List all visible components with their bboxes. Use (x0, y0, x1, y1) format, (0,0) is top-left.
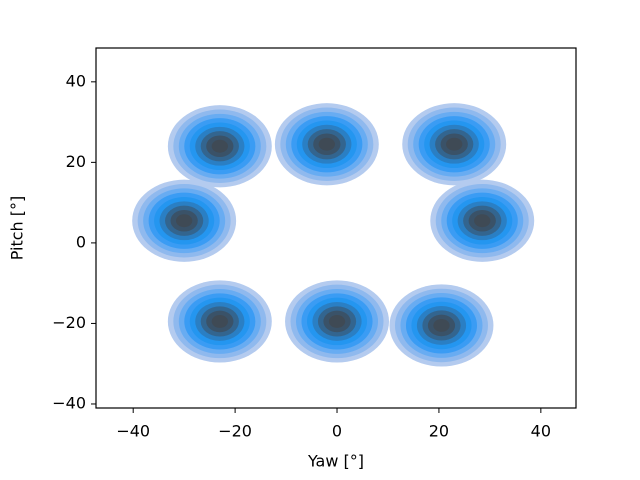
x-tick-label: 20 (429, 422, 449, 441)
y-tick-label: 0 (76, 232, 86, 251)
density-level (433, 319, 450, 332)
y-tick-label: 20 (66, 152, 86, 171)
x-tick-label: 0 (332, 422, 342, 441)
density (132, 103, 535, 367)
density-level (318, 137, 335, 151)
x-tick-label: −20 (218, 422, 252, 441)
y-tick-label: −40 (52, 393, 86, 412)
density-level (211, 314, 228, 328)
density-level (446, 137, 463, 151)
y-tick-label: 40 (66, 71, 86, 90)
x-tick-label: −40 (116, 422, 150, 441)
y-tick-label: −20 (52, 313, 86, 332)
plot-frame (95, 47, 577, 409)
x-axis-label: Yaw [°] (307, 452, 364, 471)
y-axis-label: Pitch [°] (8, 196, 27, 261)
x-tick-label: 40 (531, 422, 551, 441)
density-level (176, 214, 193, 228)
density-level (474, 214, 491, 228)
density-level (328, 314, 346, 328)
density-level (211, 139, 228, 153)
